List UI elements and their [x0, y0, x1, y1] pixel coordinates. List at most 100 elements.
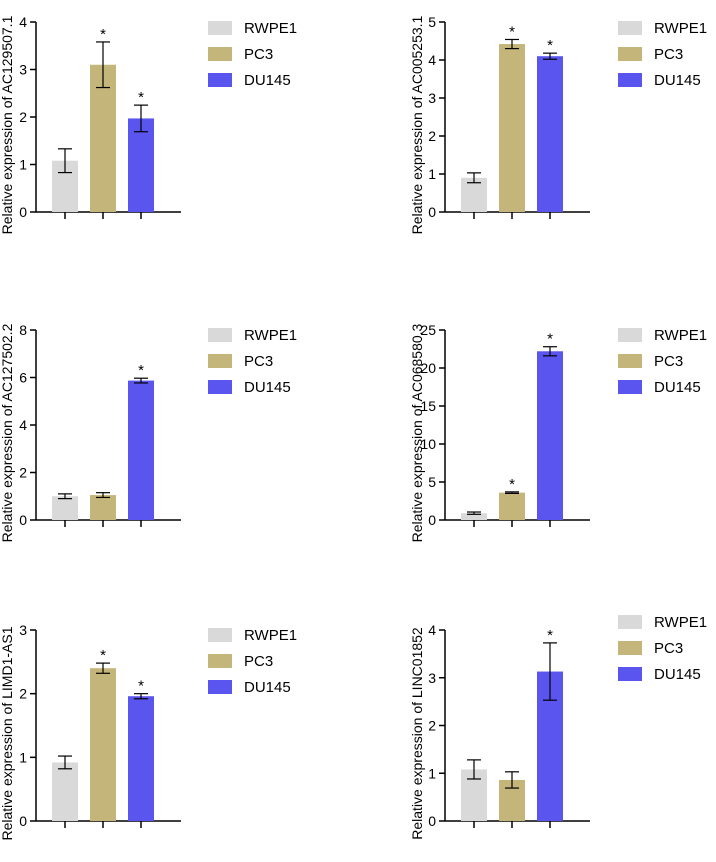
- y-tick-label: 1: [428, 166, 436, 182]
- legend-label-du145: DU145: [654, 72, 701, 89]
- legend-label-pc3: PC3: [654, 46, 683, 63]
- legend-swatch-pc3: [618, 354, 642, 368]
- chart-panel-5: 0 1 2 3 Relative expression of LIMD1-AS1 * * RW…: [0, 622, 297, 841]
- bar-pc3: [90, 668, 116, 821]
- legend-swatch-rwpe1: [208, 328, 232, 342]
- significance-mark: *: [509, 476, 515, 493]
- y-tick-label: 0: [19, 204, 27, 220]
- legend-swatch-pc3: [618, 47, 642, 61]
- y-tick-label: 25: [420, 322, 436, 338]
- y-tick-label: 2: [19, 686, 27, 702]
- legend-swatch-du145: [618, 73, 642, 87]
- legend-swatch-pc3: [208, 654, 232, 668]
- y-tick-label: 4: [19, 417, 27, 433]
- legend-swatch-rwpe1: [208, 21, 232, 35]
- y-tick-label: 4: [428, 52, 436, 68]
- significance-mark: *: [138, 362, 144, 379]
- legend-label-du145: DU145: [244, 72, 291, 89]
- y-tick-label: 8: [19, 322, 27, 338]
- y-tick-label: 4: [19, 14, 27, 30]
- y-tick-label: 0: [428, 512, 436, 528]
- legend-swatch-du145: [208, 73, 232, 87]
- y-tick-label: 15: [420, 398, 436, 414]
- legend-swatch-pc3: [618, 641, 642, 655]
- y-tick-label: 5: [428, 14, 436, 30]
- legend-label-pc3: PC3: [654, 353, 683, 370]
- y-tick-label: 2: [19, 465, 27, 481]
- legend-swatch-du145: [618, 667, 642, 681]
- legend-label-rwpe1: RWPE1: [654, 327, 707, 344]
- y-tick-label: 20: [420, 360, 436, 376]
- legend-swatch-rwpe1: [618, 21, 642, 35]
- y-tick-label: 5: [428, 474, 436, 490]
- y-tick-label: 0: [19, 512, 27, 528]
- legend-swatch-pc3: [208, 47, 232, 61]
- y-tick-label: 1: [19, 157, 27, 173]
- y-tick-label: 2: [428, 128, 436, 144]
- legend-label-pc3: PC3: [244, 46, 273, 63]
- y-tick-label: 10: [420, 436, 436, 452]
- y-tick-label: 2: [428, 718, 436, 734]
- legend-label-du145: DU145: [244, 679, 291, 696]
- bar-du145: [128, 696, 154, 821]
- significance-mark: *: [100, 26, 106, 43]
- significance-mark: *: [547, 331, 553, 348]
- legend-label-rwpe1: RWPE1: [244, 327, 297, 344]
- significance-mark: *: [138, 678, 144, 695]
- legend-label-rwpe1: RWPE1: [244, 627, 297, 644]
- y-tick-label: 1: [428, 765, 436, 781]
- legend-swatch-du145: [618, 380, 642, 394]
- bar-pc3: [90, 64, 116, 212]
- legend-swatch-du145: [208, 680, 232, 694]
- legend-label-pc3: PC3: [654, 640, 683, 657]
- chart-panel-3: 0 2 4 6 8 Relative expression of AC127502.2 * R…: [0, 322, 297, 542]
- bar-du145: [128, 118, 154, 212]
- bar-du145: [537, 56, 563, 213]
- significance-mark: *: [509, 23, 515, 40]
- significance-mark: *: [547, 37, 553, 54]
- legend-swatch-rwpe1: [618, 328, 642, 342]
- y-axis-label: Relative expression of AC127502.2: [0, 323, 15, 542]
- legend-label-du145: DU145: [244, 379, 291, 396]
- legend-label-du145: DU145: [654, 379, 701, 396]
- significance-mark: *: [547, 627, 553, 644]
- legend-swatch-rwpe1: [208, 628, 232, 642]
- legend-label-rwpe1: RWPE1: [244, 20, 297, 37]
- legend-label-pc3: PC3: [244, 653, 273, 670]
- bar-du145: [537, 351, 563, 520]
- legend-swatch-rwpe1: [618, 615, 642, 629]
- significance-mark: *: [100, 647, 106, 664]
- y-tick-label: 0: [428, 204, 436, 220]
- y-axis-label: Relative expression of LIMD1-AS1: [0, 626, 15, 840]
- y-tick-label: 3: [428, 670, 436, 686]
- y-axis-label: Relative expression of AC068580.3: [409, 323, 425, 542]
- legend-swatch-pc3: [208, 354, 232, 368]
- y-tick-label: 3: [428, 90, 436, 106]
- legend-label-rwpe1: RWPE1: [654, 614, 707, 631]
- bar-rwpe1: [52, 496, 78, 520]
- bar-rwpe1: [461, 513, 487, 520]
- y-axis-label: Relative expression of LINC01852: [409, 627, 425, 840]
- bar-rwpe1: [461, 177, 487, 212]
- y-tick-label: 3: [19, 622, 27, 638]
- bar-du145: [128, 380, 154, 520]
- legend-label-pc3: PC3: [244, 353, 273, 370]
- bar-pc3: [499, 44, 525, 212]
- y-tick-label: 4: [428, 622, 436, 638]
- y-axis-label: Relative expression of AC129507.1: [0, 15, 15, 234]
- bar-rwpe1: [52, 762, 78, 821]
- bar-pc3: [90, 495, 116, 520]
- chart-panel-1: 0 1 2 3 4 Relative expression of AC129507.1 * *…: [0, 14, 297, 234]
- y-tick-label: 1: [19, 749, 27, 765]
- y-axis-label: Relative expression of AC005253.1: [409, 15, 425, 234]
- legend-swatch-du145: [208, 380, 232, 394]
- y-tick-label: 6: [19, 370, 27, 386]
- y-tick-label: 2: [19, 109, 27, 125]
- significance-mark: *: [138, 89, 144, 106]
- bar-pc3: [499, 492, 525, 520]
- legend-label-rwpe1: RWPE1: [654, 20, 707, 37]
